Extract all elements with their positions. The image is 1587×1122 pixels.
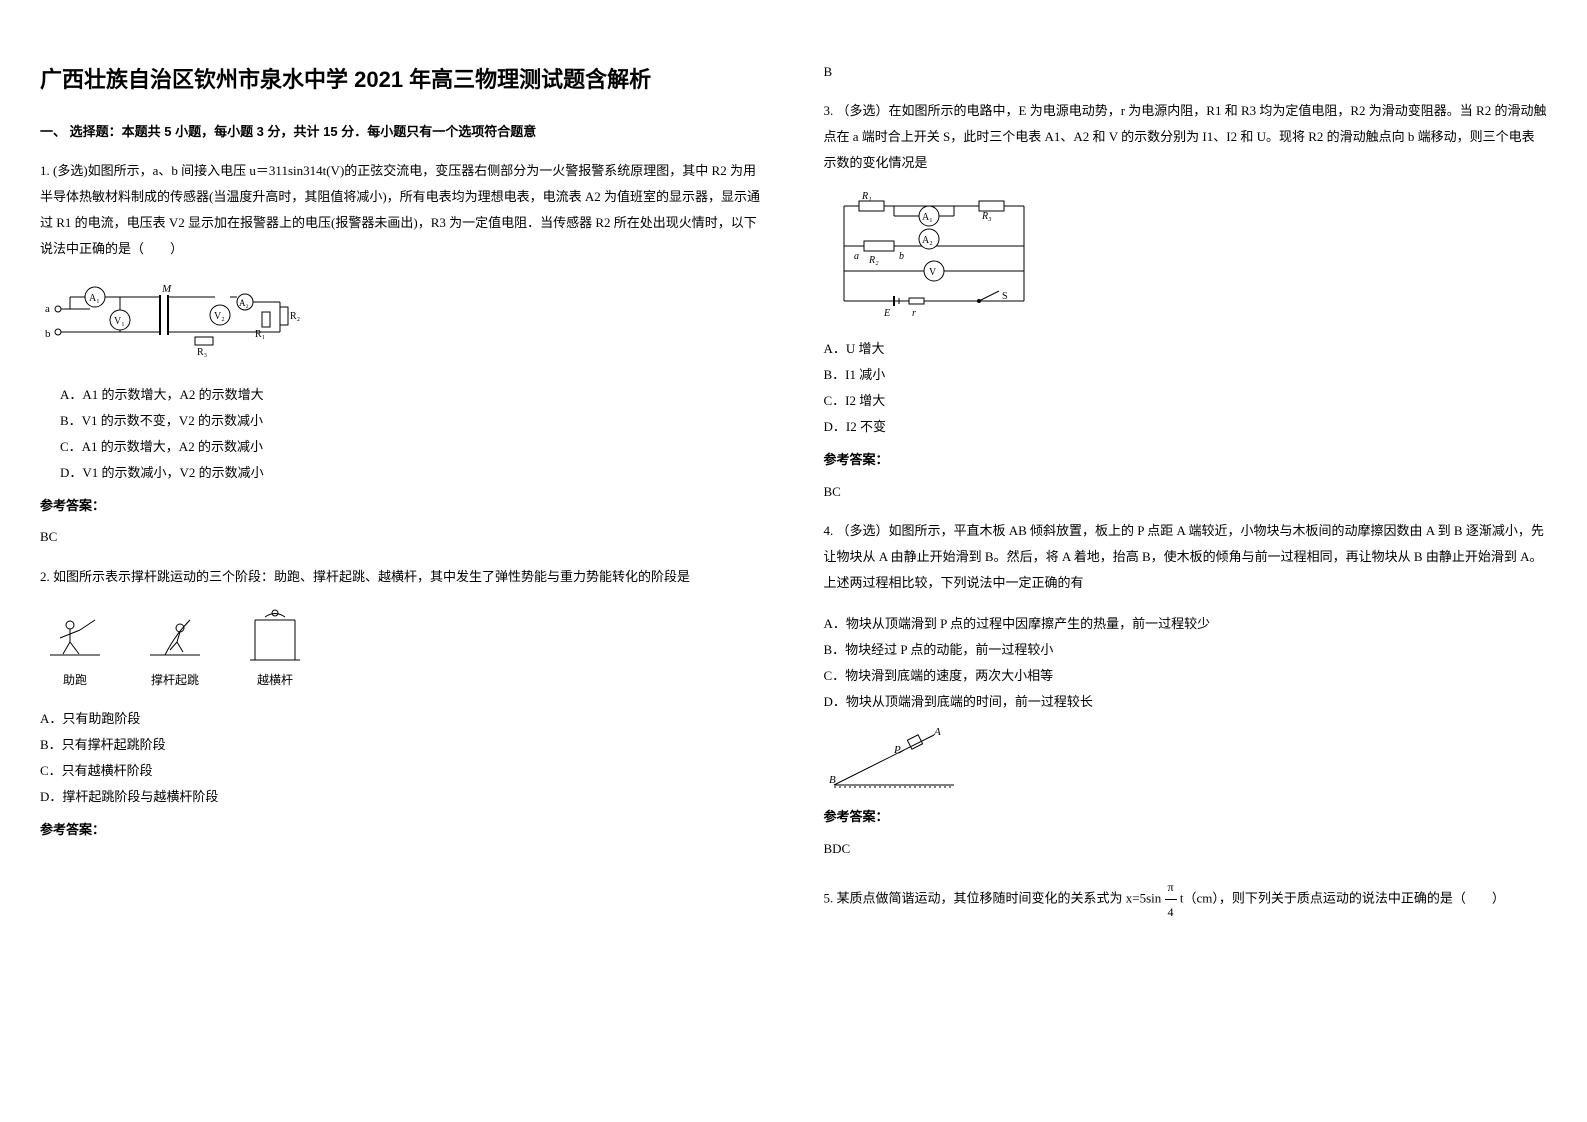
question-1-text: 1. (多选)如图所示，a、b 间接入电压 u＝311sin314t(V)的正弦… (40, 163, 760, 256)
q4-answer: BDC (824, 837, 1548, 860)
question-1: 1. (多选)如图所示，a、b 间接入电压 u＝311sin314t(V)的正弦… (40, 158, 764, 262)
label-A: A (933, 726, 941, 738)
pole-vault-figure: 助跑 撑杆起跳 (40, 605, 764, 692)
section-1-header: 一、 选择题：本题共 5 小题，每小题 3 分，共计 15 分．每小题只有一个选… (40, 120, 764, 143)
frac-num: π (1165, 875, 1177, 900)
q3-options: A．U 增大 B．I1 减小 C．I2 增大 D．I2 不变 (824, 336, 1548, 440)
question-3-text: 3. （多选）在如图所示的电路中，E 为电源电动势，r 为电源内阻，R1 和 R… (824, 103, 1547, 170)
label-P: P (893, 744, 901, 756)
phase-1-label: 助跑 (40, 670, 110, 692)
q2-answer: B (824, 60, 1548, 83)
q3-optA: A．U 增大 (824, 336, 1548, 362)
q2-answer-label: 参考答案： (40, 818, 764, 841)
label-V1: V₁ (114, 316, 125, 327)
question-4: 4. （多选）如图所示，平直木板 AB 倾斜放置，板上的 P 点距 A 端较近，… (824, 518, 1548, 596)
label-E: E (883, 308, 890, 319)
q1-answer: BC (40, 525, 764, 548)
q1-optC: C．A1 的示数增大，A2 的示数减小 (60, 434, 764, 460)
label-R1: R₁ (861, 191, 872, 202)
label-b: b (45, 328, 51, 340)
phase-3-label: 越横杆 (240, 670, 310, 692)
label-b: b (899, 251, 904, 262)
question-5-text-prefix: 5. 某质点做简谐运动，其位移随时间变化的关系式为 x=5sin (824, 890, 1162, 905)
label-a: a (45, 303, 50, 315)
q4-optD: D．物块从顶端滑到底端的时间，前一过程较长 (824, 689, 1548, 715)
bar-clear-icon (240, 605, 310, 665)
circuit-diagram-icon: R₁ A₁ R₃ A₂ a R₂ b V E r (824, 191, 1044, 321)
label-R2: R₂ (868, 255, 879, 266)
q2-optA: A．只有助跑阶段 (40, 706, 764, 732)
phase-2: 撑杆起跳 (140, 605, 210, 692)
question-2-text: 2. 如图所示表示撑杆跳运动的三个阶段：助跑、撑杆起跳、越横杆，其中发生了弹性势… (40, 569, 690, 584)
label-R2: R₂ (290, 311, 300, 322)
q4-answer-label: 参考答案： (824, 805, 1548, 828)
running-icon (40, 605, 110, 665)
q2-optD: D．撑杆起跳阶段与越横杆阶段 (40, 784, 764, 810)
exam-title: 广西壮族自治区钦州市泉水中学 2021 年高三物理测试题含解析 (40, 60, 764, 100)
incline-plane-icon: A B P (824, 725, 964, 795)
q3-answer-label: 参考答案： (824, 448, 1548, 471)
q2-options: A．只有助跑阶段 B．只有撑杆起跳阶段 C．只有越横杆阶段 D．撑杆起跳阶段与越… (40, 706, 764, 810)
q3-optC: C．I2 增大 (824, 388, 1548, 414)
label-r: r (912, 308, 916, 319)
frac-den: 4 (1165, 900, 1177, 924)
q1-optA: A．A1 的示数增大，A2 的示数增大 (60, 382, 764, 408)
label-a: a (854, 251, 859, 262)
label-V2: V₂ (214, 311, 225, 322)
q1-circuit-figure: a b A₁ V₁ M V₂ A₂ (40, 277, 764, 367)
label-R3: R₃ (981, 211, 992, 222)
question-5: 5. 某质点做简谐运动，其位移随时间变化的关系式为 x=5sin π 4 t（c… (824, 875, 1548, 924)
label-V: V (929, 267, 937, 278)
q4-incline-figure: A B P (824, 725, 1548, 795)
q2-optC: C．只有越横杆阶段 (40, 758, 764, 784)
q4-optB: B．物块经过 P 点的动能，前一过程较小 (824, 637, 1548, 663)
right-column: B 3. （多选）在如图所示的电路中，E 为电源电动势，r 为电源内阻，R1 和… (824, 60, 1548, 939)
label-A1: A₁ (922, 212, 933, 223)
q2-optB: B．只有撑杆起跳阶段 (40, 732, 764, 758)
phase-1: 助跑 (40, 605, 110, 692)
pole-plant-icon (140, 605, 210, 665)
label-M: M (161, 283, 172, 295)
q3-circuit-figure: R₁ A₁ R₃ A₂ a R₂ b V E r (824, 191, 1548, 321)
q4-options: A．物块从顶端滑到 P 点的过程中因摩擦产生的热量，前一过程较少 B．物块经过 … (824, 611, 1548, 715)
question-2: 2. 如图所示表示撑杆跳运动的三个阶段：助跑、撑杆起跳、越横杆，其中发生了弹性势… (40, 564, 764, 590)
label-A2: A₂ (922, 235, 933, 246)
label-B: B (829, 774, 836, 786)
question-4-text: 4. （多选）如图所示，平直木板 AB 倾斜放置，板上的 P 点距 A 端较近，… (824, 523, 1544, 590)
label-R1: R₁ (255, 329, 265, 340)
left-column: 广西壮族自治区钦州市泉水中学 2021 年高三物理测试题含解析 一、 选择题：本… (40, 60, 764, 939)
label-R3: R₃ (197, 347, 207, 358)
fraction-pi-4: π 4 (1165, 875, 1177, 924)
phase-2-label: 撑杆起跳 (140, 670, 210, 692)
question-3: 3. （多选）在如图所示的电路中，E 为电源电动势，r 为电源内阻，R1 和 R… (824, 98, 1548, 176)
q3-answer: BC (824, 480, 1548, 503)
q1-optB: B．V1 的示数不变，V2 的示数减小 (60, 408, 764, 434)
q4-optA: A．物块从顶端滑到 P 点的过程中因摩擦产生的热量，前一过程较少 (824, 611, 1548, 637)
q3-optB: B．I1 减小 (824, 362, 1548, 388)
q1-options: A．A1 的示数增大，A2 的示数增大 B．V1 的示数不变，V2 的示数减小 … (60, 382, 764, 486)
q1-answer-label: 参考答案： (40, 494, 764, 517)
label-A1: A₁ (89, 293, 100, 304)
q4-optC: C．物块滑到底端的速度，两次大小相等 (824, 663, 1548, 689)
phase-3: 越横杆 (240, 605, 310, 692)
question-5-text-suffix: t（cm），则下列关于质点运动的说法中正确的是（ ） (1180, 890, 1505, 905)
label-A2: A₂ (239, 298, 249, 308)
q3-optD: D．I2 不变 (824, 414, 1548, 440)
transformer-circuit-icon: a b A₁ V₁ M V₂ A₂ (40, 277, 300, 367)
q1-optD: D．V1 的示数减小，V2 的示数减小 (60, 460, 764, 486)
label-S: S (1002, 291, 1008, 302)
